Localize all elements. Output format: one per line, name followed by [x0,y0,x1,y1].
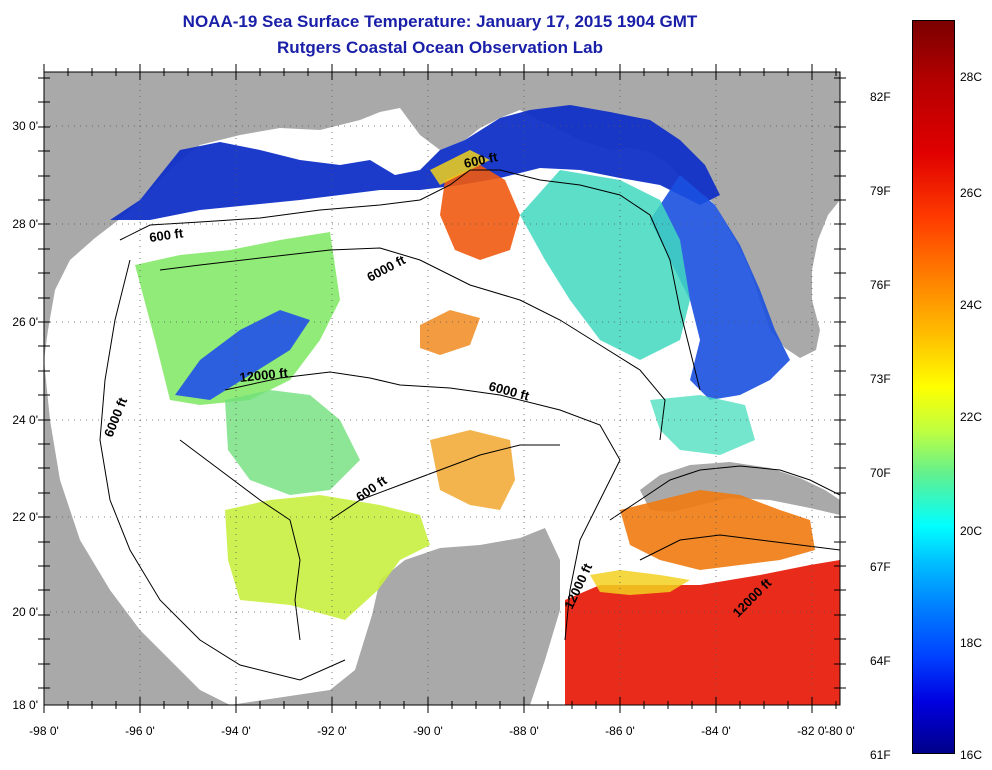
colorbar-c-label: 28C [960,70,983,84]
colorbar-c-label: 18C [960,636,983,650]
sst-yellow-green-southwest [225,495,430,620]
sst-green-central [225,390,360,495]
lat-label: 24 0' [12,413,38,427]
colorbar-c-label: 16C [960,748,983,762]
sst-cold-florida-shelf [650,175,790,400]
colorbar-f-label: 67F [870,560,891,574]
sst-yellow-loop-edge [430,150,490,185]
lon-label: -88 0' [509,724,539,738]
sst-warm-patch-central [420,310,480,355]
lon-label: -96 0' [125,724,155,738]
lon-label: -84 0' [701,724,731,738]
bathymetry-contours [99,169,840,681]
colorbar-f-label: 79F [870,184,891,198]
lat-label: 28 0' [12,217,38,231]
map-frame [43,71,841,706]
lat-label: 22 0' [12,510,38,524]
sst-green-west-band [135,232,340,405]
lon-label: -80 0' [825,724,855,738]
sst-blue-streak [175,310,310,400]
map-subtitle: Rutgers Coastal Ocean Observation Lab [277,38,603,57]
sst-cyan-southeast-gulf [650,395,755,455]
colorbar-c-label: 20C [960,524,983,538]
contour-label: 600 ft [148,225,184,245]
lon-label: -94 0' [221,724,251,738]
lat-label: 20 0' [12,605,38,619]
contour-label: 12000 ft [239,365,289,385]
colorbar-c-label: 24C [960,298,983,312]
sst-warm-patch-mid [430,430,515,510]
axis-ticks [38,64,846,713]
contour-label: 600 ft [463,149,500,171]
sst-cyan-green-east [520,170,690,360]
yucatan-land [230,528,560,705]
colorbar-f-label: 76F [870,278,891,292]
mexico-land [44,360,230,705]
lon-label: -86 0' [605,724,635,738]
lon-label: -92 0' [317,724,347,738]
colorbar-f-label: 64F [870,654,891,668]
lat-label: 26 0' [12,315,38,329]
colorbar-c-label: 26C [960,186,983,200]
colorbar-f-label: 70F [870,466,891,480]
colorbar-f-label: 73F [870,372,891,386]
sst-cold-shelf-north [110,105,720,220]
longitude-labels: -98 0' -96 0' -94 0' -92 0' -90 0' -88 0… [29,724,855,738]
colorbar-f-label: 82F [870,90,891,104]
sst-red-caribbean [565,560,840,705]
colorbar-f-label: 61F [870,748,891,762]
sst-yellow-cuba-south [590,570,690,595]
lat-label: 30 0' [12,119,38,133]
lon-label: -90 0' [413,724,443,738]
latitude-labels: 30 0' 28 0' 26 0' 24 0' 22 0' 20 0' 18 0… [12,119,38,712]
map-title: NOAA-19 Sea Surface Temperature: January… [182,12,698,31]
graticule [44,72,840,705]
sst-warm-loop-current [440,165,520,260]
temperature-colorbar [912,20,955,754]
sst-orange-yucatan-channel [620,490,815,570]
lon-label: -82 0' [797,724,827,738]
lon-label: -98 0' [29,724,59,738]
lat-label: 18 0' [12,698,38,712]
colorbar-c-label: 22C [960,410,983,424]
